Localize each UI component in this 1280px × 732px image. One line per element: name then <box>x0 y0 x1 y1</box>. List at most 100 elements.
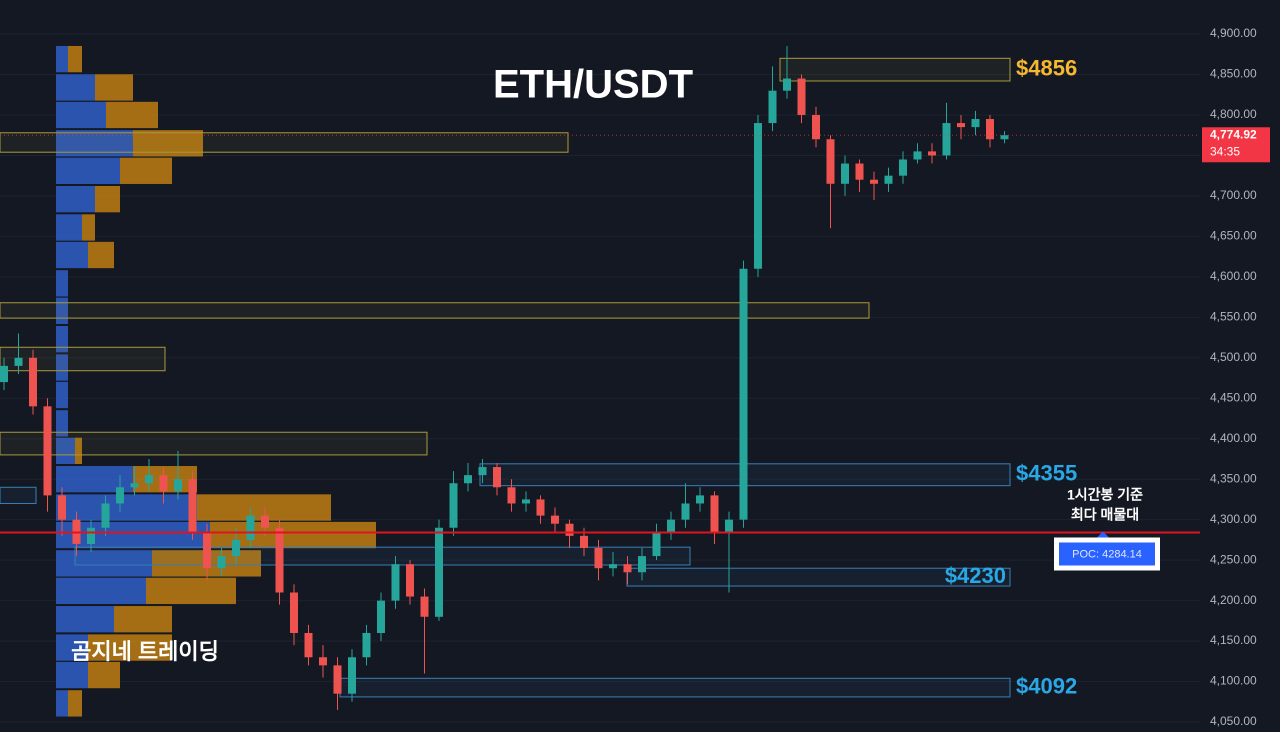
candle-body <box>754 123 762 269</box>
candle-body <box>304 632 313 658</box>
candle-body <box>768 90 777 124</box>
vp-sell <box>95 74 133 101</box>
y-tick-label: 4,550.00 <box>1210 309 1257 323</box>
candle-body <box>246 515 255 540</box>
candle-body <box>362 632 371 658</box>
candle-body <box>14 357 23 366</box>
zone <box>0 486 37 504</box>
zone <box>0 431 428 456</box>
y-tick-label: 4,200.00 <box>1210 593 1257 607</box>
candle-body <box>319 657 327 666</box>
candle-body <box>870 179 878 184</box>
vp-buy <box>56 101 106 129</box>
vp-buy <box>56 297 68 325</box>
price-axis: 4,050.00 4,100.00 4,150.00 4,200.00 4,250.00… <box>1202 26 1270 728</box>
zone <box>0 132 569 153</box>
zone <box>339 677 1011 698</box>
y-tick-label: 4,250.00 <box>1210 552 1257 566</box>
y-tick-label: 4,900.00 <box>1210 26 1257 40</box>
candles <box>0 46 1009 710</box>
vp-buy <box>56 521 210 549</box>
y-tick-label: 4,050.00 <box>1210 714 1257 728</box>
vp-sell <box>114 606 172 633</box>
candle-body <box>696 495 704 504</box>
candle-body <box>0 365 8 383</box>
vp-buy <box>56 661 88 689</box>
y-tick-label: 4,850.00 <box>1210 67 1257 81</box>
poc-note: 최다 매물대 <box>1071 507 1139 523</box>
candle-body <box>464 475 472 484</box>
candle-body <box>681 503 690 520</box>
y-tick-label: 4,600.00 <box>1210 269 1257 283</box>
candle-body <box>826 139 835 184</box>
candle-body <box>406 564 414 597</box>
vp-sell <box>75 437 82 465</box>
candle-body <box>638 556 646 573</box>
y-tick-label: 4,350.00 <box>1210 471 1257 485</box>
zone <box>74 546 691 566</box>
watermark: 곰지네 트레이딩 <box>71 639 219 664</box>
y-tick-label: 4,150.00 <box>1210 633 1257 647</box>
vp-buy <box>56 381 68 409</box>
vp-buy <box>56 577 146 605</box>
candle-body <box>855 163 864 180</box>
candle-body <box>348 657 356 694</box>
candle-body <box>797 78 806 115</box>
candle-body <box>928 151 936 156</box>
candle-body <box>739 268 748 520</box>
vp-sell <box>106 101 158 129</box>
candle-body <box>623 564 632 573</box>
candle-body <box>290 592 298 633</box>
zone <box>779 57 1011 82</box>
y-tick-label: 4,450.00 <box>1210 390 1257 404</box>
candle-body <box>261 515 269 528</box>
zone-label: $4856 <box>1016 55 1077 80</box>
candle-body <box>725 519 733 532</box>
vp-sell <box>68 45 82 73</box>
candle-body <box>986 119 994 140</box>
vp-buy <box>56 690 68 717</box>
candle-body <box>174 479 182 492</box>
zone-label: $4355 <box>1016 461 1077 486</box>
zone-label: $4230 <box>945 563 1006 588</box>
current-price-label: 4,774.92 <box>1210 127 1257 141</box>
vp-sell <box>88 661 120 689</box>
y-tick-label: 4,800.00 <box>1210 107 1257 121</box>
chart-title: ETH/USDT <box>493 63 693 107</box>
vp-sell <box>82 214 95 241</box>
vp-buy <box>56 270 68 297</box>
vp-buy <box>56 550 152 577</box>
candle-body <box>478 467 487 476</box>
vp-sell <box>120 157 172 184</box>
candle-body <box>203 531 211 569</box>
candle-body <box>551 515 559 524</box>
candle-body <box>594 547 603 569</box>
y-tick-label: 4,650.00 <box>1210 229 1257 243</box>
candle-body <box>1000 135 1009 140</box>
vp-sell <box>88 634 172 661</box>
poc-pointer <box>1097 531 1109 538</box>
vp-buy <box>56 185 95 213</box>
candle-body <box>391 564 400 601</box>
countdown-label: 34:35 <box>1210 144 1240 158</box>
candle-body <box>377 600 385 633</box>
vp-buy <box>56 437 75 465</box>
vp-buy <box>56 354 68 381</box>
candle-body <box>43 406 52 496</box>
candle-body <box>710 495 719 532</box>
candle-body <box>812 114 820 140</box>
poc-note: 1시간봉 기준 <box>1067 487 1143 503</box>
candle-body <box>971 119 980 128</box>
candle-body <box>493 467 501 488</box>
y-tick-label: 4,100.00 <box>1210 674 1257 688</box>
candle-body <box>565 523 574 536</box>
candle-body <box>420 596 429 617</box>
vp-buy <box>56 214 82 241</box>
candle-body <box>913 151 922 160</box>
candle-body <box>275 527 284 593</box>
vp-sell <box>146 577 236 605</box>
vp-sell <box>95 185 120 213</box>
